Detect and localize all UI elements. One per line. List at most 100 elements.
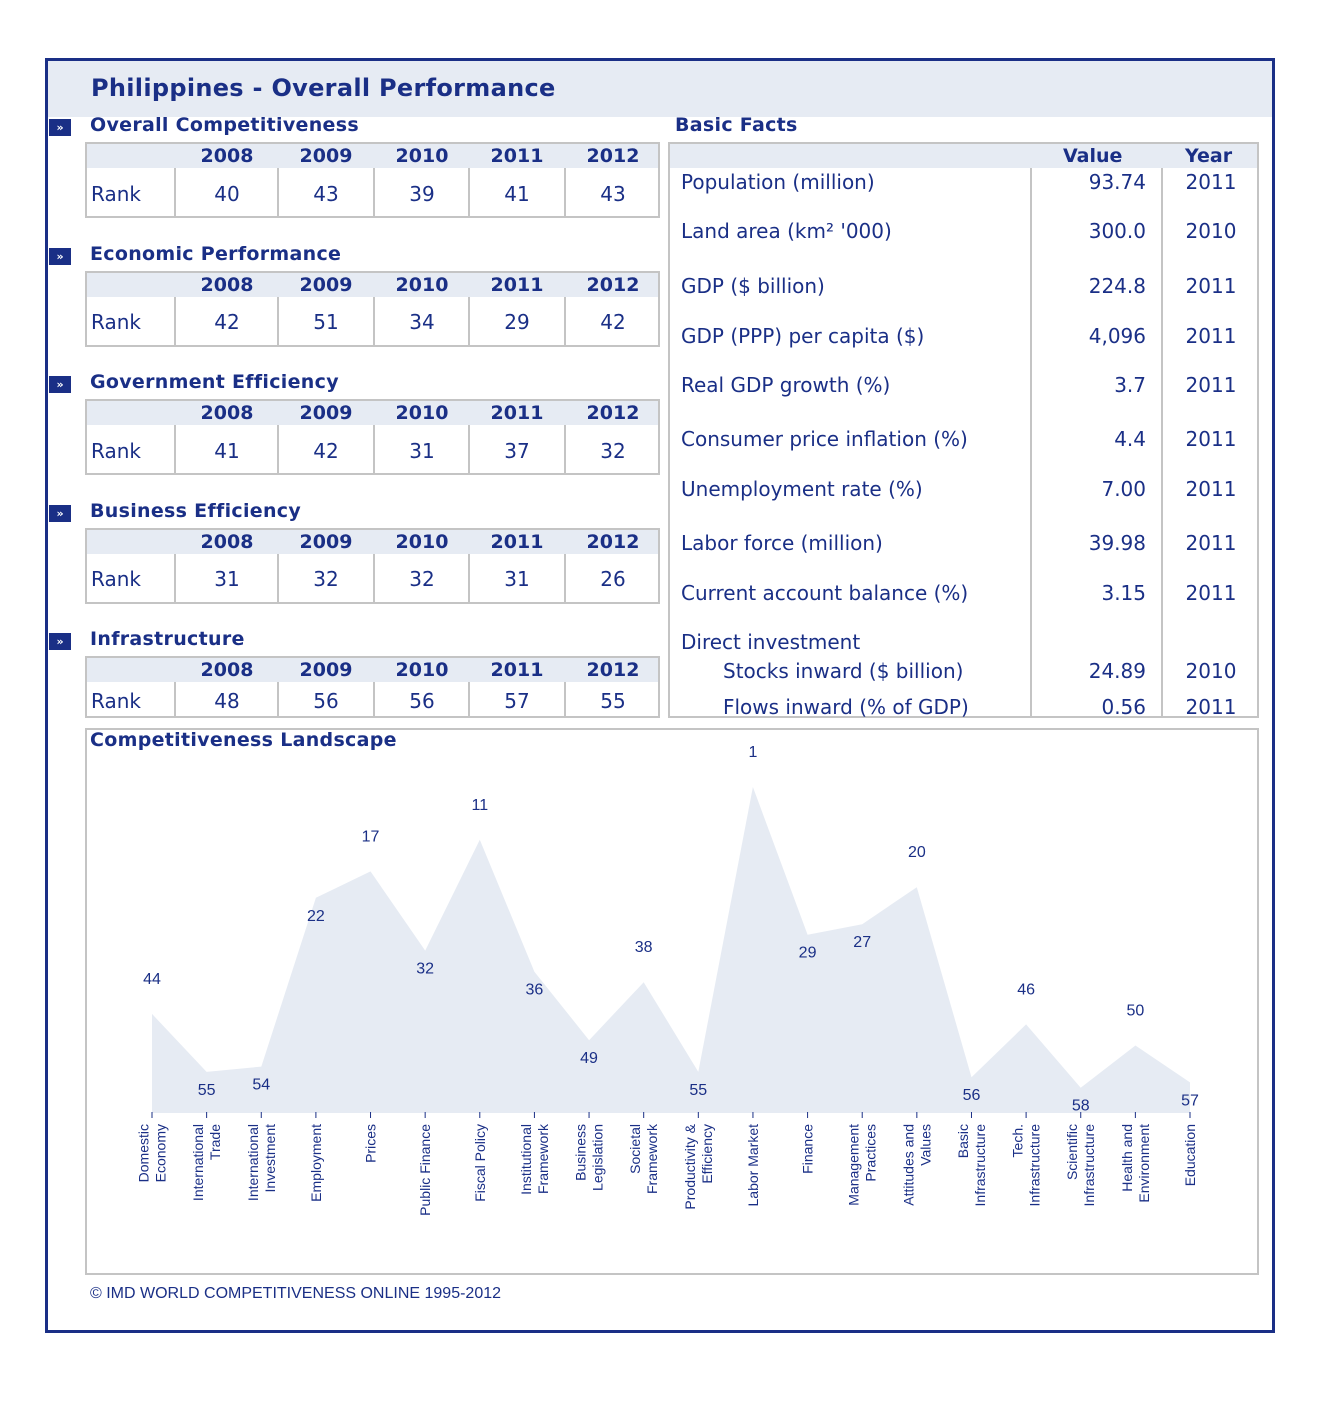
year-header: Year (1185, 145, 1233, 167)
divider (564, 168, 566, 218)
divider (174, 554, 176, 604)
year-header: 2008 (200, 274, 254, 296)
fact-value: 24.89 (1088, 659, 1146, 683)
fact-label: GDP ($ billion) (681, 274, 825, 298)
rank-value: 32 (313, 567, 339, 591)
rank-value: 34 (409, 310, 435, 334)
rank-value: 40 (214, 182, 240, 206)
divider (564, 682, 566, 718)
fact-label: Consumer price inflation (%) (681, 427, 968, 451)
copyright-notice: © IMD WORLD COMPETITIVENESS ONLINE 1995-… (90, 1285, 502, 1302)
fact-value: 300.0 (1088, 219, 1146, 243)
rank-value: 43 (313, 182, 339, 206)
divider (564, 554, 566, 604)
rank-table-header (87, 273, 658, 297)
divider (1161, 168, 1163, 716)
report-frame: Philippines - Overall Performance (45, 58, 1275, 1333)
rank-table-header (87, 530, 658, 554)
fact-year: 2011 (1185, 531, 1237, 555)
chart-title: Competitiveness Landscape (90, 729, 397, 751)
rank-table: 2008 2009 2010 2011 2012 Rank 42 51 34 2… (85, 271, 660, 347)
year-header: 2008 (200, 531, 254, 553)
year-header: 2009 (299, 659, 353, 681)
divider (174, 425, 176, 475)
fact-year: 2011 (1185, 274, 1237, 298)
rank-value: 57 (504, 689, 530, 713)
fact-value: 39.98 (1088, 531, 1146, 555)
divider (373, 297, 375, 347)
basic-facts-title: Basic Facts (675, 114, 798, 136)
section-title: Government Efficiency (90, 371, 339, 393)
divider (277, 682, 279, 718)
rank-table-header (87, 144, 658, 168)
rank-value: 42 (600, 310, 626, 334)
divider (174, 297, 176, 347)
fact-label: Current account balance (%) (681, 581, 969, 605)
fact-year: 2011 (1185, 581, 1237, 605)
divider (1030, 168, 1032, 716)
year-header: 2010 (395, 402, 449, 424)
divider (373, 168, 375, 218)
rank-value: 56 (313, 689, 339, 713)
divider (277, 554, 279, 604)
section-title: Infrastructure (90, 628, 245, 650)
divider (468, 554, 470, 604)
rank-value: 43 (600, 182, 626, 206)
rank-label: Rank (91, 689, 141, 713)
fact-year: 2011 (1185, 324, 1237, 348)
page-title: Philippines - Overall Performance (91, 74, 556, 102)
fact-value: 3.7 (1114, 373, 1146, 397)
fact-label: Labor force (million) (681, 531, 883, 555)
fact-label: Population (million) (681, 170, 875, 194)
year-header: 2010 (395, 274, 449, 296)
divider (373, 554, 375, 604)
rank-value: 39 (409, 182, 435, 206)
fact-value: 224.8 (1088, 274, 1146, 298)
year-header: 2011 (490, 531, 544, 553)
divider (373, 425, 375, 475)
divider (468, 425, 470, 475)
section-title: Business Efficiency (90, 500, 302, 522)
year-header: 2011 (490, 659, 544, 681)
section-marker-icon: » (49, 119, 71, 136)
fact-value: 3.15 (1101, 581, 1146, 605)
fact-value: 4.4 (1114, 427, 1146, 451)
fact-value: 0.56 (1101, 695, 1146, 719)
rank-value: 32 (409, 567, 435, 591)
section-marker-icon: » (49, 248, 71, 265)
year-header: 2009 (299, 145, 353, 167)
divider (174, 682, 176, 718)
rank-value: 29 (504, 310, 530, 334)
divider (564, 425, 566, 475)
fact-year: 2011 (1185, 373, 1237, 397)
year-header: 2008 (200, 402, 254, 424)
fact-label: GDP (PPP) per capita ($) (681, 324, 925, 348)
rank-value: 42 (214, 310, 240, 334)
year-header: 2009 (299, 402, 353, 424)
fact-year: 2010 (1185, 219, 1237, 243)
rank-value: 31 (214, 567, 240, 591)
divider (468, 168, 470, 218)
rank-value: 42 (313, 439, 339, 463)
rank-value: 48 (214, 689, 240, 713)
basic-facts-header (670, 144, 1257, 168)
divider (468, 682, 470, 718)
rank-value: 31 (409, 439, 435, 463)
year-header: 2012 (586, 531, 640, 553)
rank-table: 2008 2009 2010 2011 2012 Rank 40 43 39 4… (85, 142, 660, 218)
fact-year: 2011 (1185, 695, 1237, 719)
fact-year: 2010 (1185, 659, 1237, 683)
section-marker-icon: » (49, 505, 71, 522)
fact-year: 2011 (1185, 427, 1237, 451)
year-header: 2012 (586, 402, 640, 424)
value-header: Value (1063, 145, 1123, 167)
year-header: 2009 (299, 531, 353, 553)
year-header: 2010 (395, 659, 449, 681)
section-marker-icon: » (49, 376, 71, 393)
fact-value: 4,096 (1088, 324, 1146, 348)
rank-label: Rank (91, 439, 141, 463)
rank-label: Rank (91, 310, 141, 334)
fact-value: 93.74 (1088, 170, 1146, 194)
rank-table: 2008 2009 2010 2011 2012 Rank 31 32 32 3… (85, 528, 660, 604)
basic-facts-table: Value Year Population (million) 93.74 20… (668, 142, 1259, 719)
